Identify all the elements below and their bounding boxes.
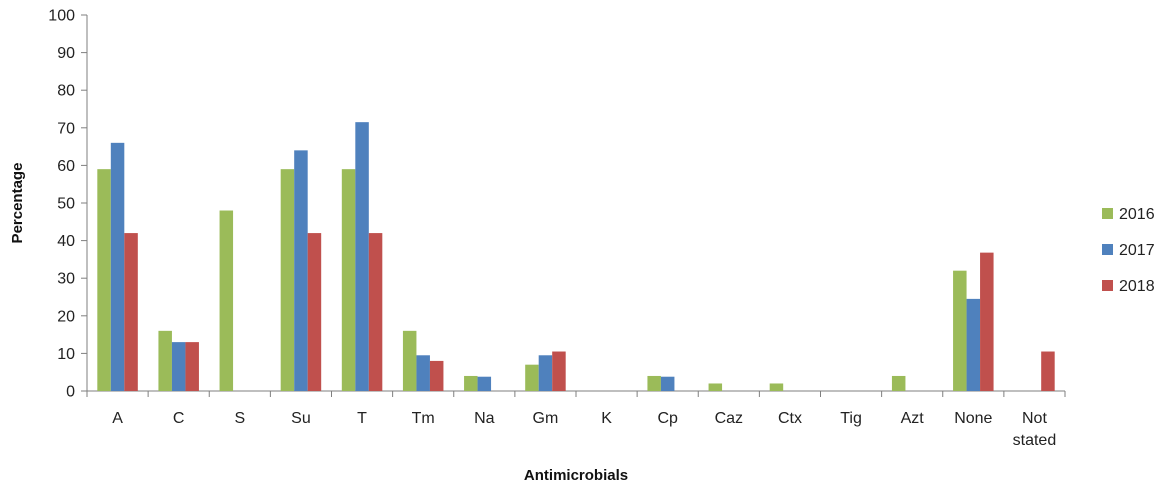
bar-2018-not-stated	[1041, 351, 1055, 391]
bar-2018-c	[185, 342, 199, 391]
y-tick-label: 10	[57, 346, 75, 363]
x-tick-label: Gm	[533, 410, 559, 427]
y-tick-label: 30	[57, 271, 75, 288]
bar-2017-na	[477, 376, 492, 391]
x-tick-label: None	[954, 410, 992, 427]
bar-2017-none	[966, 298, 981, 391]
bar-2018-none	[980, 252, 994, 391]
bar-2018-gm	[552, 351, 566, 391]
legend-label-2016: 2016	[1119, 206, 1155, 223]
y-tick-label: 70	[57, 120, 75, 137]
x-tick-label: Cp	[657, 410, 678, 427]
x-axis-ticks: A C S Su T Tm Na Gm K Cp Caz Ctx Tig Azt None Not stated	[86, 391, 1066, 449]
bar-2017-c	[171, 342, 186, 391]
x-tick-label: Tm	[412, 410, 435, 427]
x-tick-label: Caz	[715, 410, 743, 427]
bar-2016-ctx	[769, 383, 784, 391]
y-tick-label: 60	[57, 158, 75, 175]
bar-2016-gm	[525, 364, 539, 391]
x-tick-label: C	[173, 410, 185, 427]
bar-2016-a	[97, 169, 111, 391]
y-tick-label: 50	[57, 196, 75, 213]
x-tick-label: Ctx	[778, 410, 802, 427]
legend-swatch-2016	[1102, 208, 1113, 219]
y-tick-label: 40	[57, 233, 75, 250]
x-axis-title: Antimicrobials	[524, 467, 628, 484]
y-tick-label: 0	[66, 384, 75, 401]
bar-2018-tm	[429, 360, 444, 391]
bar-2016-t	[341, 169, 356, 391]
legend-label-2018: 2018	[1119, 278, 1155, 295]
bar-2017-su	[294, 150, 308, 391]
bar-2016-s	[219, 210, 234, 391]
y-axis-title: Percentage	[9, 163, 26, 244]
plot-area: 0 10 20 30 40 50 60 70 80 90 100 A C S Su T Tm Na Gm K Cp Ca…	[48, 8, 1066, 449]
legend-swatch-2017	[1102, 244, 1113, 255]
bar-2016-c	[158, 330, 172, 391]
bars-group	[97, 122, 1055, 391]
bar-2017-t	[355, 122, 369, 391]
bar-2016-caz	[708, 383, 723, 391]
x-tick-label: A	[112, 410, 123, 427]
x-tick-label: Not stated	[1013, 410, 1057, 449]
x-tick-label: Tig	[840, 410, 862, 427]
legend: 2016 2017 2018	[1102, 206, 1155, 295]
bar-2017-tm	[416, 355, 430, 391]
bar-2016-tm	[402, 330, 417, 391]
x-tick-label: S	[234, 410, 245, 427]
x-tick-label: Azt	[901, 410, 925, 427]
y-axis-ticks: 0 10 20 30 40 50 60 70 80 90 100	[48, 8, 87, 401]
bar-2016-na	[464, 375, 478, 391]
bar-2016-su	[280, 169, 295, 391]
y-tick-label: 80	[57, 83, 75, 100]
bar-2016-cp	[647, 375, 661, 391]
bar-2016-azt	[891, 375, 906, 391]
legend-swatch-2018	[1102, 280, 1113, 291]
x-tick-label: K	[601, 410, 612, 427]
x-tick-label: Na	[474, 410, 495, 427]
x-tick-label: Su	[291, 410, 311, 427]
bar-2018-a	[124, 233, 138, 391]
bar-2018-t	[368, 233, 383, 391]
legend-label-2017: 2017	[1119, 242, 1155, 259]
bar-2017-gm	[538, 355, 553, 391]
bar-2017-a	[110, 142, 125, 391]
bar-2018-su	[307, 233, 322, 391]
bar-2017-cp	[660, 376, 675, 391]
bar-2016-none	[953, 270, 967, 391]
y-tick-label: 20	[57, 308, 75, 325]
y-tick-label: 90	[57, 45, 75, 62]
x-tick-label: T	[357, 410, 367, 427]
y-tick-label: 100	[48, 8, 75, 25]
